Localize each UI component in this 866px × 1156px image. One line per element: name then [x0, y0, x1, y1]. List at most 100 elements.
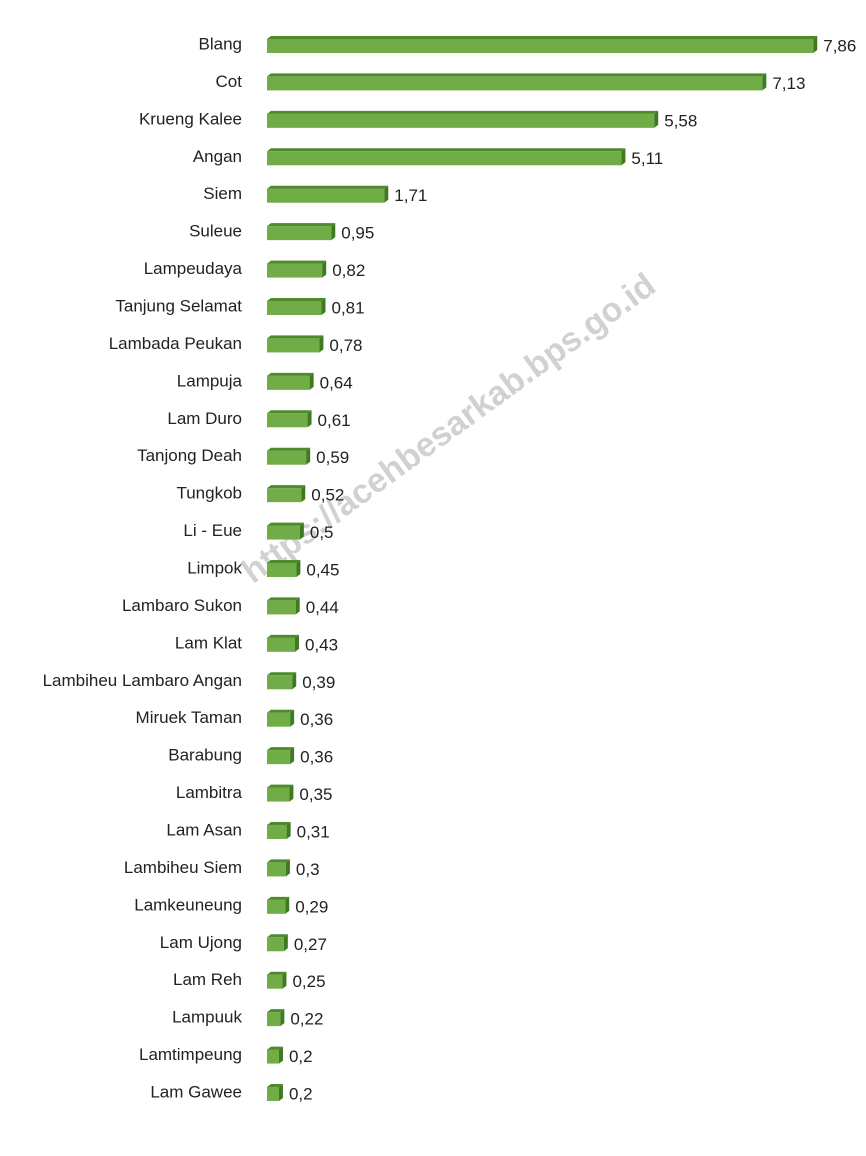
bar: [267, 563, 297, 577]
data-label: 0,3: [296, 860, 320, 879]
bar: [267, 525, 300, 540]
data-label: 0,22: [290, 1010, 323, 1029]
bar: [267, 39, 814, 53]
bar-side: [296, 560, 301, 577]
data-label: 0,2: [289, 1084, 313, 1103]
bar-top: [267, 784, 294, 788]
category-label: Limpok: [187, 558, 242, 577]
bar-side: [309, 372, 314, 390]
data-label: 0,31: [297, 822, 330, 841]
category-label: Lam Duro: [167, 409, 242, 428]
data-label: 0,29: [295, 897, 328, 916]
bar-top: [267, 560, 301, 563]
category-label: Tanjung Selamat: [115, 296, 242, 315]
bar-side: [283, 934, 288, 952]
bar-side: [278, 1046, 283, 1064]
category-label: Blang: [199, 34, 242, 53]
bar-side: [278, 1084, 283, 1101]
category-label: Tungkob: [176, 484, 242, 503]
bar-top: [267, 185, 389, 189]
data-label: 0,82: [332, 261, 365, 280]
bar-top: [267, 36, 818, 39]
category-label: Lampeudaya: [144, 259, 243, 278]
bar-side: [384, 185, 389, 203]
category-label: Angan: [193, 147, 242, 166]
bar-side: [307, 410, 312, 428]
data-label: 0,64: [320, 373, 353, 392]
bar-top: [267, 859, 290, 863]
bar-top: [267, 73, 767, 77]
category-label: Li - Eue: [183, 521, 242, 540]
bar-side: [282, 971, 287, 989]
bar-top: [267, 447, 311, 451]
bar: [267, 338, 320, 353]
data-label: 0,2: [289, 1047, 313, 1066]
data-label: 0,81: [331, 298, 364, 317]
bar-top: [267, 298, 326, 301]
data-label: 0,36: [300, 710, 333, 729]
bar-side: [290, 709, 295, 727]
bar: [267, 488, 302, 503]
bar: [267, 76, 763, 91]
data-label: 5,11: [631, 149, 663, 168]
data-label: 0,59: [316, 448, 349, 467]
bar-top: [267, 522, 304, 526]
category-label: Lam Reh: [173, 970, 242, 989]
bar: [267, 301, 322, 315]
data-label: 0,25: [292, 972, 325, 991]
bar: [267, 113, 655, 128]
category-label: Cot: [216, 72, 243, 91]
bar-side: [285, 896, 290, 914]
data-label: 0,45: [306, 560, 339, 579]
bar: [267, 450, 307, 465]
bar-side: [280, 1009, 285, 1027]
category-label: Siem: [203, 184, 242, 203]
data-label: 0,27: [294, 935, 327, 954]
bar-top: [267, 971, 287, 975]
bar-top: [267, 148, 626, 152]
bar-top: [267, 335, 324, 339]
category-label: Suleue: [189, 222, 242, 241]
data-label: 0,43: [305, 635, 338, 654]
bar-top: [267, 934, 288, 938]
bar: [267, 188, 385, 203]
bar-side: [322, 260, 327, 278]
category-label: Lambiheu Lambaro Angan: [43, 671, 242, 690]
bar-side: [292, 672, 297, 690]
bar: [267, 375, 310, 390]
bar: [267, 226, 332, 241]
data-label: 5,58: [664, 111, 697, 130]
bar-side: [654, 110, 659, 128]
bar-top: [267, 485, 306, 489]
category-label: Lambaro Sukon: [122, 596, 242, 615]
data-label: 0,44: [306, 598, 339, 617]
category-label: Lam Gawee: [150, 1082, 242, 1101]
bar-top: [267, 597, 300, 601]
data-label: 0,35: [299, 785, 332, 804]
bar-side: [321, 298, 326, 315]
data-label: 7,13: [772, 74, 805, 93]
data-label: 7,86: [823, 36, 856, 55]
category-label: Lam Asan: [166, 820, 242, 839]
bar: [267, 263, 323, 278]
bar-side: [306, 447, 311, 465]
bar-top: [267, 223, 336, 227]
category-label: Lampuja: [177, 371, 243, 390]
bar-side: [285, 859, 290, 877]
bar-side: [294, 634, 299, 652]
bar-side: [289, 784, 294, 802]
bar: [267, 899, 286, 914]
bar-top: [267, 747, 295, 751]
bar-side: [621, 148, 626, 166]
data-label: 0,5: [310, 523, 334, 542]
bar: [267, 1049, 279, 1064]
bar-side: [295, 597, 300, 615]
category-label: Lambada Peukan: [109, 334, 242, 353]
bar-side: [813, 36, 818, 53]
category-label: Tanjong Deah: [137, 446, 242, 465]
bar-side: [286, 822, 291, 839]
bar-side: [299, 522, 304, 540]
category-label: Miruek Taman: [136, 708, 242, 727]
bar-side: [290, 747, 295, 765]
